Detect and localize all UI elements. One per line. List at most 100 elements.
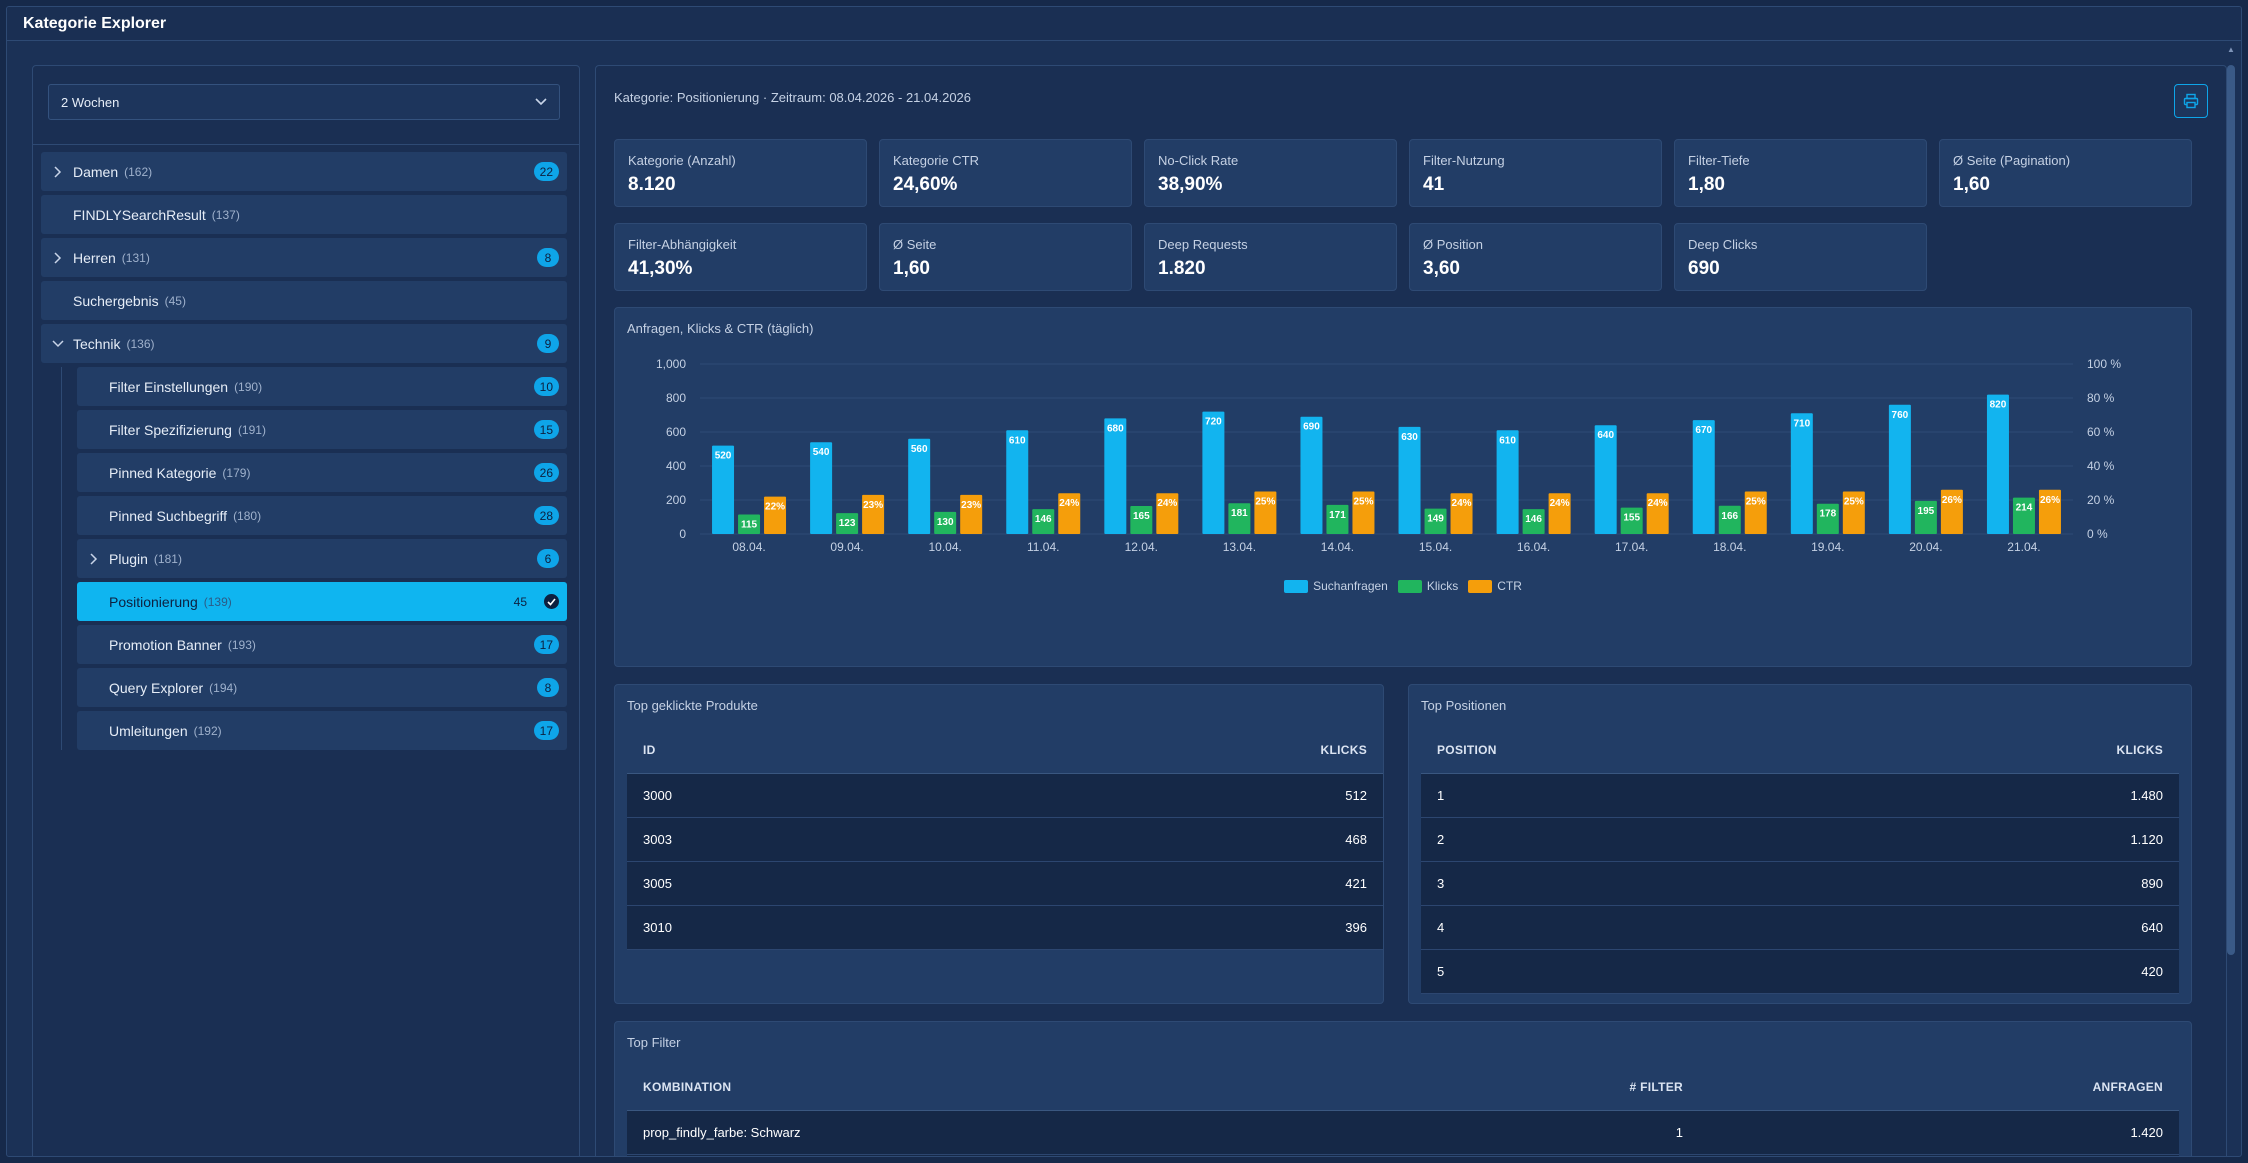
scroll-up-arrow-icon[interactable]: ▲: [2227, 45, 2235, 54]
bar-ctr: [960, 494, 983, 534]
data-label-klicks: 149: [1427, 514, 1444, 525]
daily-chart: 0 0 % 200 20 % 400 40 % 600 60 % 800 80 % 1,000 100…: [656, 357, 2121, 554]
tree-item-filter-spezifizierung[interactable]: Filter Spezifizierung (191) 15: [77, 410, 567, 449]
y-left-tick-label: 800: [666, 391, 686, 405]
tree-item-count: (190): [234, 379, 263, 394]
column-header-position[interactable]: POSITION: [1421, 727, 1830, 774]
legend-item-klicks[interactable]: Klicks: [1397, 579, 1458, 593]
period-select[interactable]: 2 Wochen: [48, 84, 560, 120]
bar-suchanfragen: [712, 445, 735, 534]
tree-item-count: (45): [164, 293, 186, 308]
tree-item-pinned-suchbegriff[interactable]: Pinned Suchbegriff (180) 28: [77, 496, 567, 535]
cell-klicks: 890: [1829, 861, 2179, 906]
column-header-kombination[interactable]: KOMBINATION: [627, 1064, 1527, 1111]
tree-item-technik[interactable]: Technik (136) 9: [41, 324, 567, 363]
bar-klicks: [1522, 509, 1545, 534]
data-label-ctr: 24%: [1059, 498, 1079, 509]
chevron-right-icon[interactable]: [47, 251, 69, 264]
column-header-filter-count[interactable]: # FILTER: [1527, 1064, 1699, 1111]
kpi-label: No-Click Rate: [1158, 153, 1239, 168]
table-row[interactable]: [627, 1154, 2179, 1156]
scrollbar-thumb[interactable]: [2227, 65, 2235, 955]
bar-klicks: [1718, 505, 1741, 534]
tree-item-badge: 17: [533, 721, 559, 740]
tree-item-promotion-banner[interactable]: Promotion Banner (193) 17: [77, 625, 567, 664]
tree-item-damen[interactable]: Damen (162) 22: [41, 152, 567, 191]
tree-item-label: Suchergebnis: [73, 292, 159, 309]
app-window: Kategorie Explorer ▲ 2 Wochen Damen (162…: [6, 6, 2242, 1157]
cell-id: 3000: [627, 773, 958, 818]
tree-item-count: (162): [124, 164, 153, 179]
column-header-id[interactable]: ID: [627, 727, 958, 774]
kpi-label: Deep Clicks: [1688, 237, 1758, 252]
legend-item-suchanfragen[interactable]: Suchanfragen: [1284, 579, 1388, 593]
kpi-value: 38,90%: [1158, 174, 1223, 195]
bar-suchanfragen: [1006, 430, 1029, 534]
table-header-row: KOMBINATION # FILTER ANFRAGEN: [627, 1064, 2179, 1111]
kpi-avg-page: Ø Seite 1,60: [879, 223, 1132, 291]
data-label-ctr: 25%: [1844, 497, 1864, 508]
tree-item-pinned-kategorie[interactable]: Pinned Kategorie (179) 26: [77, 453, 567, 492]
card-title: Top geklickte Produkte: [627, 698, 758, 713]
tree-item-findlysearchresult[interactable]: FINDLYSearchResult (137): [41, 195, 567, 234]
bar-klicks: [2012, 497, 2035, 534]
y-left-tick-label: 200: [666, 493, 686, 507]
cell-klicks: 512: [957, 773, 1383, 818]
cell-klicks: 420: [1829, 949, 2179, 994]
chevron-right-icon[interactable]: [47, 165, 69, 178]
x-tick-label: 13.04.: [1223, 540, 1256, 554]
table-row[interactable]: 1 1.480: [1421, 773, 2179, 818]
data-label-ctr: 26%: [1942, 495, 1962, 506]
data-label-klicks: 146: [1035, 514, 1052, 525]
kpi-deep-requests: Deep Requests 1.820: [1144, 223, 1397, 291]
data-label-suchanfragen: 710: [1793, 418, 1810, 429]
x-tick-label: 12.04.: [1125, 540, 1158, 554]
table-row[interactable]: 3003 468: [627, 817, 1383, 862]
tree-item-label: Filter Spezifizierung: [109, 421, 232, 438]
legend-swatch: [1397, 579, 1422, 593]
print-button[interactable]: [2174, 84, 2208, 118]
table-row[interactable]: 3005 421: [627, 861, 1383, 906]
table-row[interactable]: 3010 396: [627, 905, 1383, 950]
chevron-right-icon[interactable]: [83, 552, 105, 565]
kpi-value: 24,60%: [893, 174, 958, 195]
table-row[interactable]: 3 890: [1421, 861, 2179, 906]
tree-item-umleitungen[interactable]: Umleitungen (192) 17: [77, 711, 567, 750]
tree-item-positionierung[interactable]: Positionierung (139) 45: [77, 582, 567, 621]
bar-suchanfragen: [908, 438, 931, 534]
bar-ctr: [764, 496, 787, 534]
category-detail-panel: Kategorie: Positionierung · Zeitraum: 08…: [595, 65, 2227, 1156]
tree-item-suchergebnis[interactable]: Suchergebnis (45): [41, 281, 567, 320]
chevron-down-icon[interactable]: [47, 339, 69, 348]
chart-title: Anfragen, Klicks & CTR (täglich): [627, 321, 814, 336]
tree-item-label: Damen: [73, 163, 119, 180]
table-row[interactable]: prop_findly_farbe: Schwarz 1 1.420: [627, 1110, 2179, 1155]
tree-item-badge: 9: [537, 334, 559, 353]
data-label-ctr: 26%: [2040, 495, 2060, 506]
tree-item-filter-einstellungen[interactable]: Filter Einstellungen (190) 10: [77, 367, 567, 406]
table-row[interactable]: 2 1.120: [1421, 817, 2179, 862]
tree-item-herren[interactable]: Herren (131) 8: [41, 238, 567, 277]
kpi-label: Filter-Abhängigkeit: [628, 237, 737, 252]
bar-ctr: [1940, 489, 1963, 534]
tree-item-count: (137): [211, 207, 240, 222]
cell-id: 3005: [627, 861, 958, 906]
tree-item-query-explorer[interactable]: Query Explorer (194) 8: [77, 668, 567, 707]
cell-klicks: 396: [957, 905, 1383, 950]
column-header-anfragen[interactable]: ANFRAGEN: [1699, 1064, 2179, 1111]
bar-klicks: [1326, 504, 1349, 534]
kpi-label: Ø Seite (Pagination): [1953, 153, 2071, 168]
tree-item-label: Pinned Kategorie: [109, 464, 217, 481]
legend-item-ctr[interactable]: CTR: [1468, 579, 1522, 593]
column-header-klicks[interactable]: KLICKS: [957, 727, 1383, 774]
kpi-avg-position: Ø Position 3,60: [1409, 223, 1662, 291]
tree-item-plugin[interactable]: Plugin (181) 6: [77, 539, 567, 578]
top-filter-card: Top Filter KOMBINATION # FILTER ANFRAGEN…: [614, 1021, 2192, 1156]
column-header-klicks[interactable]: KLICKS: [1829, 727, 2179, 774]
table-row[interactable]: 5 420: [1421, 949, 2179, 994]
bar-suchanfragen: [1496, 430, 1519, 534]
tree-item-count: (179): [222, 465, 251, 480]
table-row[interactable]: 3000 512: [627, 773, 1383, 818]
table-row[interactable]: 4 640: [1421, 905, 2179, 950]
tree-item-count: (180): [233, 508, 262, 523]
